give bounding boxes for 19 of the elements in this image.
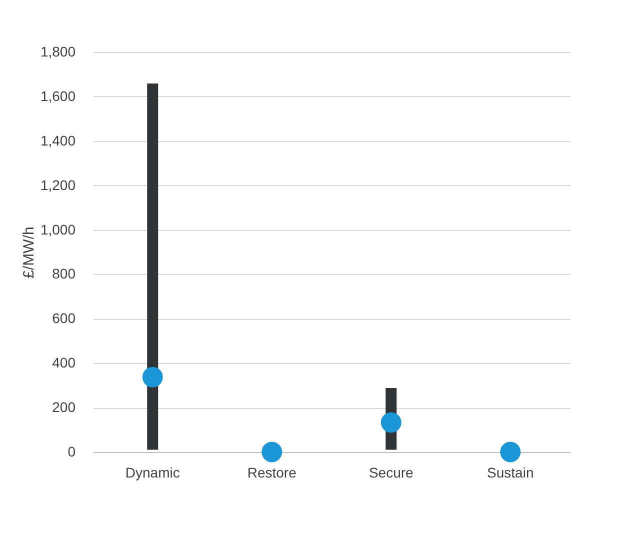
point <box>142 366 163 388</box>
y-axis-title: £/MW/h <box>20 226 38 278</box>
point <box>380 412 402 433</box>
y-tick-label: 1,200 <box>40 176 76 193</box>
x-tick-label: Secure <box>368 464 414 480</box>
y-tick-label: 1,400 <box>40 132 76 148</box>
y-tick-label: 1,000 <box>40 221 76 238</box>
point <box>500 442 521 462</box>
y-tick-label: 600 <box>52 310 76 326</box>
x-tick-label: Sustain <box>487 464 534 480</box>
y-tick-label: 800 <box>52 266 76 282</box>
y-tick-label: 1,600 <box>40 88 76 104</box>
y-tick-label: 200 <box>52 399 76 416</box>
x-tick-label: Restore <box>247 464 297 480</box>
y-tick-label: 0 <box>68 444 76 460</box>
y-tick-label: 1,800 <box>40 44 76 60</box>
x-tick-label: Dynamic <box>125 464 180 480</box>
point <box>262 442 282 462</box>
y-tick-label: 400 <box>52 354 76 371</box>
